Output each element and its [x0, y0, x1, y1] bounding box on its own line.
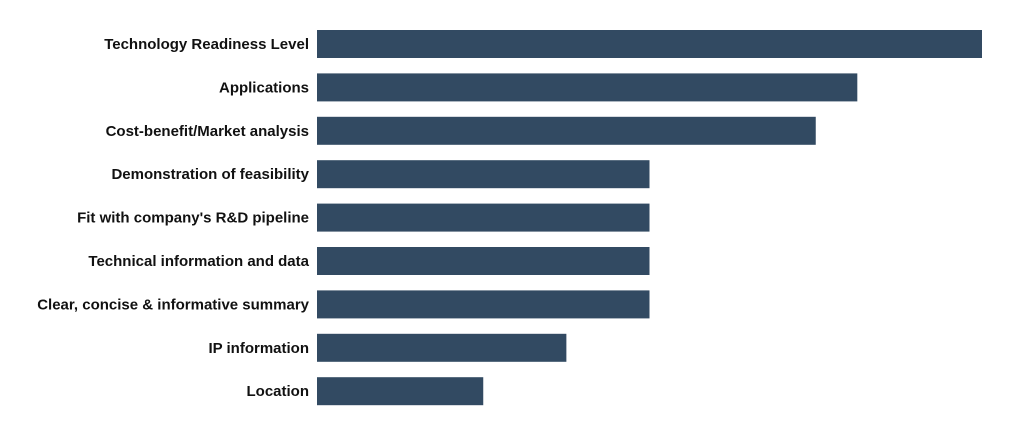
- bar: [317, 290, 650, 319]
- category-label: Applications: [219, 79, 309, 96]
- category-label: Fit with company's R&D pipeline: [77, 210, 309, 227]
- bar: [317, 247, 650, 275]
- bar: [317, 333, 567, 362]
- category-label: Clear, concise & informative summary: [37, 296, 309, 313]
- bar: [317, 160, 650, 189]
- bar: [317, 116, 816, 145]
- category-label: Demonstration of feasibility: [111, 166, 309, 183]
- bar: [317, 203, 650, 232]
- category-label: IP information: [208, 340, 309, 357]
- bar: [317, 30, 982, 58]
- bar: [317, 73, 858, 102]
- category-label: Location: [247, 383, 310, 400]
- category-label: Technical information and data: [88, 253, 309, 270]
- category-label: Technology Readiness Level: [104, 36, 309, 53]
- bar: [317, 377, 484, 406]
- category-label: Cost-benefit/Market analysis: [106, 123, 309, 140]
